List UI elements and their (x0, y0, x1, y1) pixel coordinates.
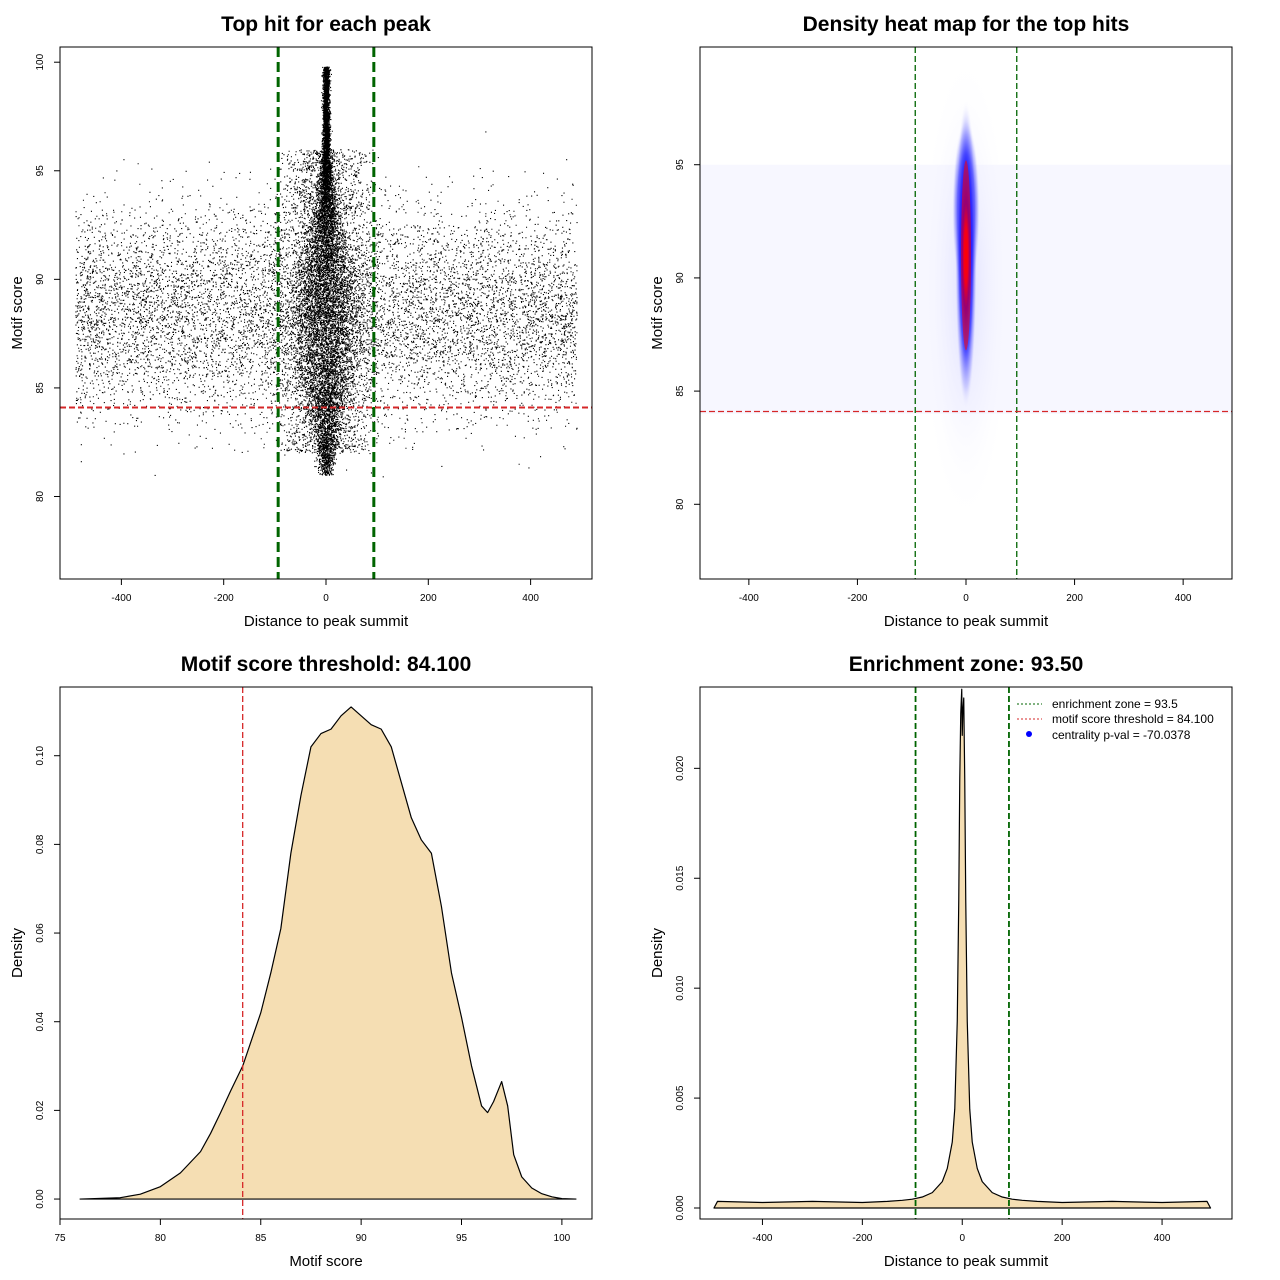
y-tick-label: 95 (675, 159, 686, 171)
y-axis: 80 85 90 95 (675, 159, 701, 510)
x-tick-label: 200 (1054, 1233, 1071, 1244)
legend-label-threshold: motif score threshold = 84.100 (1052, 712, 1214, 726)
x-tick-label: 0 (959, 1233, 965, 1244)
y-tick-label: 0.08 (35, 834, 46, 854)
points-layer (75, 66, 578, 478)
y-tick-label: 0.015 (675, 865, 686, 890)
x-axis-label: Motif score (289, 1253, 362, 1270)
density-curve (713, 688, 1212, 1209)
density-layer (79, 706, 577, 1200)
panel-title: Enrichment zone: 93.50 (849, 653, 1084, 676)
panel-title: Density heat map for the top hits (803, 13, 1130, 36)
y-tick-label: 80 (35, 490, 46, 502)
y-axis-label: Motif score (649, 276, 666, 349)
x-axis: 75 80 85 90 95 100 (54, 1218, 571, 1244)
x-tick-label: 80 (155, 1233, 167, 1244)
x-tick-label: -200 (852, 1233, 872, 1244)
scatter-points (75, 66, 578, 478)
enrichment-density-panel: Enrichment zone: 93.50 -400 -200 0 200 400 0… (649, 653, 1233, 1270)
x-tick-label: -200 (847, 593, 867, 604)
heatmap-panel: Density heat map for the top hits -400 -2… (649, 13, 1233, 630)
y-tick-label: 90 (35, 273, 46, 285)
y-tick-label: 0.010 (675, 975, 686, 1000)
reference-lines (700, 47, 1232, 579)
x-tick-label: 400 (1154, 1233, 1171, 1244)
x-tick-label: 400 (1175, 593, 1192, 604)
x-axis: -400 -200 0 200 400 (111, 578, 539, 604)
x-tick-label: -400 (111, 593, 131, 604)
x-tick-label: -200 (214, 593, 234, 604)
x-axis-label: Distance to peak summit (244, 613, 409, 630)
x-axis-label: Distance to peak summit (884, 1253, 1049, 1270)
x-tick-label: 0 (963, 593, 969, 604)
y-tick-label: 0.020 (675, 755, 686, 780)
y-tick-label: 0.02 (35, 1100, 46, 1120)
x-tick-label: 0 (323, 593, 329, 604)
heat-peak (961, 160, 971, 351)
x-axis: -400 -200 0 200 400 (752, 1218, 1171, 1244)
density-curve (79, 706, 577, 1200)
reference-lines (914, 687, 1010, 1219)
scatter-panel: Top hit for each peak -400 -200 0 200 400 80… (9, 13, 593, 630)
panel-title: Motif score threshold: 84.100 (181, 653, 472, 676)
y-axis: 0.000 0.005 0.010 0.015 0.020 (675, 755, 701, 1221)
legend-label-enrichment-zone: enrichment zone = 93.5 (1052, 697, 1178, 711)
x-tick-label: 75 (54, 1233, 66, 1244)
y-axis-label: Density (9, 927, 26, 978)
y-tick-label: 95 (35, 165, 46, 177)
reference-lines (60, 47, 592, 579)
x-tick-label: 200 (420, 593, 437, 604)
y-tick-label: 0.000 (675, 1195, 686, 1220)
legend: enrichment zone = 93.5 motif score thres… (1017, 697, 1214, 742)
x-tick-label: 400 (522, 593, 539, 604)
x-axis-label: Distance to peak summit (884, 613, 1049, 630)
y-tick-label: 0.04 (35, 1012, 46, 1032)
x-tick-label: 200 (1066, 593, 1083, 604)
y-tick-label: 0.005 (675, 1085, 686, 1110)
y-tick-label: 80 (675, 498, 686, 510)
y-tick-label: 0.06 (35, 923, 46, 943)
x-tick-label: 95 (456, 1233, 468, 1244)
y-axis-label: Motif score (9, 276, 26, 349)
y-axis: 0.00 0.02 0.04 0.06 0.08 0.10 (35, 746, 61, 1209)
x-tick-label: -400 (739, 593, 759, 604)
y-tick-label: 100 (35, 53, 46, 70)
legend-swatch-centrality (1026, 731, 1032, 737)
y-axis: 80 85 90 95 100 (35, 53, 61, 502)
x-tick-label: 90 (356, 1233, 368, 1244)
y-tick-label: 90 (675, 272, 686, 284)
y-tick-label: 85 (35, 382, 46, 394)
y-axis-label: Density (649, 927, 666, 978)
heat-layer (700, 47, 1232, 579)
x-axis: -400 -200 0 200 400 (739, 578, 1192, 604)
x-tick-label: 100 (554, 1233, 571, 1244)
density-layer (713, 688, 1212, 1209)
y-tick-label: 0.10 (35, 746, 46, 766)
panel-title: Top hit for each peak (221, 13, 431, 36)
x-tick-label: -400 (752, 1233, 772, 1244)
y-tick-label: 0.00 (35, 1189, 46, 1209)
y-tick-label: 85 (675, 385, 686, 397)
score-density-panel: Motif score threshold: 84.100 75 80 85 90 95… (9, 653, 593, 1270)
legend-label-centrality: centrality p-val = -70.0378 (1052, 728, 1191, 742)
x-tick-label: 85 (255, 1233, 267, 1244)
